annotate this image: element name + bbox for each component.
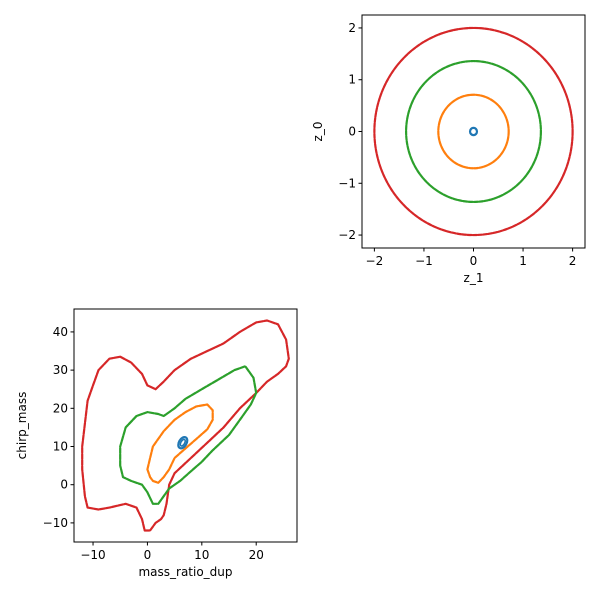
y-tick-label: −2 xyxy=(338,228,356,242)
plot-area-frame xyxy=(361,14,586,249)
x-tick-label: −10 xyxy=(80,548,105,562)
series-contour-inner-3 xyxy=(179,438,187,447)
y-tick-label: 30 xyxy=(53,363,68,377)
x-tick-label: 0 xyxy=(144,548,152,562)
chart-panel-top-right: −2 −1 0 1 2 −2 −1 0 1 2 z_1 z_0 xyxy=(311,14,586,285)
chart-marks xyxy=(373,26,574,237)
y-axis-label: chirp_mass xyxy=(15,392,29,460)
series-contour-3 xyxy=(373,26,574,237)
series-contour-2 xyxy=(146,403,214,484)
chart-panel-bottom-left: −10 0 10 20 −10 0 10 20 30 40 mass_ratio_dup chir… xyxy=(15,308,298,579)
series-contour-0 xyxy=(468,126,479,137)
y-tick-label: 0 xyxy=(60,478,68,492)
y-tick-label: −1 xyxy=(338,176,356,190)
x-tick-label: 20 xyxy=(249,548,264,562)
series-contour-1 xyxy=(437,93,510,170)
x-tick-label: 2 xyxy=(569,254,577,268)
x-tick-label: 0 xyxy=(470,254,478,268)
y-tick-label: 1 xyxy=(348,73,356,87)
y-tick-label: 2 xyxy=(348,21,356,35)
x-tick-label: −2 xyxy=(366,254,384,268)
series-contour-3 xyxy=(177,435,189,450)
x-tick-label: 10 xyxy=(194,548,209,562)
x-axis-label: z_1 xyxy=(464,271,484,285)
x-tick-label: −1 xyxy=(415,254,433,268)
y-axis-label: z_0 xyxy=(311,122,325,142)
axis-ticks: −2 −1 0 1 2 −2 −1 0 1 2 xyxy=(338,21,576,268)
series-contour-0 xyxy=(81,319,290,532)
y-tick-label: 40 xyxy=(53,325,68,339)
x-axis-label: mass_ratio_dup xyxy=(138,565,232,579)
axis-ticks: −10 0 10 20 −10 0 10 20 30 40 xyxy=(43,325,264,562)
plot-area-frame xyxy=(73,308,298,543)
chart-marks xyxy=(81,319,290,532)
y-tick-label: 20 xyxy=(53,401,68,415)
y-tick-label: −10 xyxy=(43,516,68,530)
y-tick-label: 0 xyxy=(348,125,356,139)
x-tick-label: 1 xyxy=(519,254,527,268)
series-contour-1 xyxy=(119,365,258,505)
y-tick-label: 10 xyxy=(53,440,68,454)
series-contour-2 xyxy=(405,59,542,204)
